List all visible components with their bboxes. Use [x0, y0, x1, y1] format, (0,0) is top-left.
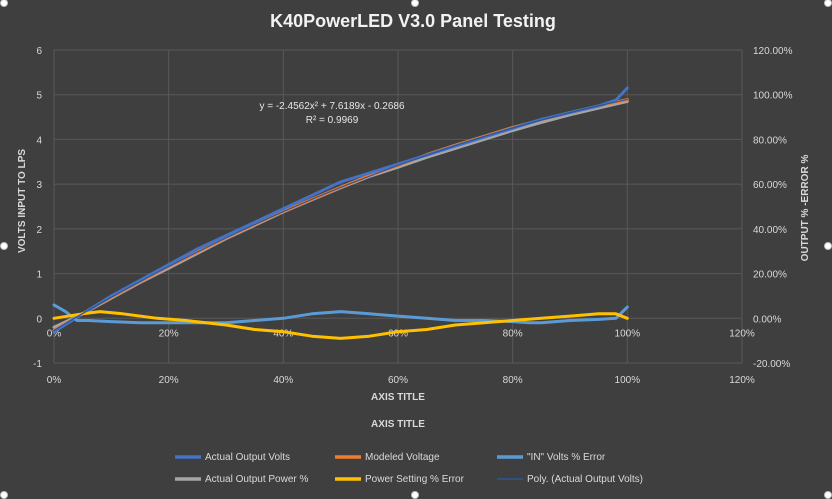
resize-handle-top-right[interactable]: [824, 0, 832, 7]
x-primary-tick-label: 120%: [729, 375, 755, 386]
y-right-axis-title: OUTPUT % -ERROR %: [800, 155, 811, 262]
legend-label: Actual Output Volts: [205, 452, 290, 463]
resize-handle-bottom-right[interactable]: [824, 491, 832, 499]
left-axis-ticks: -1 0 1 2 3 4 5 6: [33, 46, 42, 370]
y-left-axis-title: VOLTS INPUT TO LPS: [17, 149, 28, 253]
series-line-4: [52, 310, 629, 340]
y-left-tick-label: 1: [36, 270, 42, 281]
legend: Actual Output Volts Modeled Voltage "IN" V…: [175, 452, 643, 485]
x-primary-tick-label: 0%: [47, 375, 62, 386]
x-primary-tick-label: 100%: [615, 375, 641, 386]
series-line-3: [52, 99, 629, 329]
y-left-tick-label: 2: [36, 225, 42, 236]
resize-handle-top-left[interactable]: [0, 0, 8, 7]
y-right-tick-label: 40.00%: [753, 225, 787, 236]
series-line-2: [52, 303, 629, 325]
y-right-tick-label: 100.00%: [753, 91, 793, 102]
right-axis-ticks: -20.00% 0.00% 20.00% 40.00% 60.00% 80.00% 100.…: [753, 46, 793, 370]
x-primary-tick-label: 80%: [503, 375, 523, 386]
x-secondary-tick-label: 100%: [615, 328, 641, 339]
x-secondary-tick-label: 40%: [273, 328, 293, 339]
y-right-tick-label: -20.00%: [753, 359, 790, 370]
x-secondary-tick-label: 0%: [47, 328, 62, 339]
resize-handle-bottom-left[interactable]: [0, 491, 8, 499]
x-secondary-axis-ticks: 0% 20% 40% 60% 80% 100% 120%: [47, 328, 755, 339]
x-primary-tick-label: 60%: [388, 375, 408, 386]
x-secondary-tick-label: 20%: [159, 328, 179, 339]
legend-label: Actual Output Power %: [205, 474, 308, 485]
y-right-tick-label: 80.00%: [753, 135, 787, 146]
y-right-tick-label: 0.00%: [753, 314, 781, 325]
x-primary-tick-label: 20%: [159, 375, 179, 386]
y-right-tick-label: 60.00%: [753, 180, 787, 191]
y-right-tick-label: 120.00%: [753, 46, 793, 57]
x-primary-tick-label: 40%: [273, 375, 293, 386]
resize-handle-right[interactable]: [824, 242, 832, 250]
legend-label: "IN" Volts % Error: [527, 452, 606, 463]
gridlines: [53, 49, 743, 364]
trendline-equation: y = -2.4562x² + 7.6189x - 0.2686: [259, 101, 405, 112]
chart-title: K40PowerLED V3.0 Panel Testing: [270, 11, 556, 31]
x-primary-axis-ticks: 0% 20% 40% 60% 80% 100% 120%: [47, 375, 755, 386]
legend-label: Modeled Voltage: [365, 452, 440, 463]
y-right-tick-label: 20.00%: [753, 270, 787, 281]
x-primary-axis-title: AXIS TITLE: [371, 392, 425, 403]
series-line-5: [53, 98, 628, 331]
resize-handle-top[interactable]: [411, 0, 419, 7]
legend-label: Power Setting % Error: [365, 474, 465, 485]
series-layer: [52, 86, 629, 340]
x-secondary-tick-label: 120%: [729, 328, 755, 339]
y-left-tick-label: -1: [33, 359, 42, 370]
legend-label: Poly. (Actual Output Volts): [527, 474, 643, 485]
resize-handle-left[interactable]: [0, 242, 8, 250]
y-left-tick-label: 0: [36, 314, 42, 325]
x-secondary-tick-label: 80%: [503, 328, 523, 339]
y-left-tick-label: 3: [36, 180, 42, 191]
trendline-r2: R² = 0.9969: [306, 115, 359, 126]
x-secondary-tick-label: 60%: [388, 328, 408, 339]
y-left-tick-label: 4: [36, 135, 42, 146]
x-secondary-axis-title: AXIS TITLE: [371, 419, 425, 430]
y-left-tick-label: 6: [36, 46, 42, 57]
series-line-1: [52, 98, 629, 332]
resize-handle-bottom[interactable]: [411, 491, 419, 499]
y-left-tick-label: 5: [36, 91, 42, 102]
